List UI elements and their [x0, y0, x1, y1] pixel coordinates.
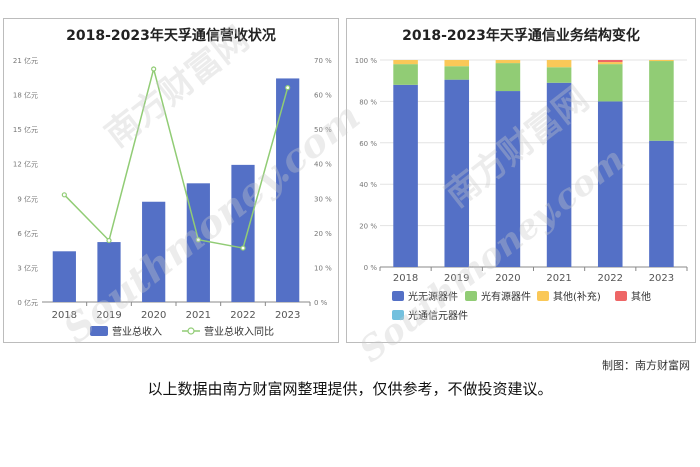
y-tick-label: 21 亿元: [13, 56, 38, 65]
legend-swatch-revenue: [90, 326, 108, 336]
x-tick-label: 2020: [495, 273, 520, 284]
legend-swatch-yoy-dot: [187, 327, 195, 335]
stack-segment-3: [495, 60, 521, 64]
revenue-chart-panel: 2018-2023年天孚通信营收状况 0 亿元 3 亿元 6 亿元 9 亿元 12 亿元…: [3, 18, 339, 343]
left-chart-title: 2018-2023年天孚通信营收状况: [66, 28, 276, 44]
stack-segment-3: [393, 60, 418, 65]
y2-tick-label: 20 %: [314, 230, 332, 238]
y-tick-label: 40 %: [359, 181, 377, 189]
y2-tick-label: 50 %: [314, 126, 332, 134]
x-tick-label: 2021: [186, 310, 211, 321]
y-tick-label: 9 亿元: [17, 194, 38, 203]
x-tick-label: 2019: [96, 310, 121, 321]
x-tick-label: 2022: [230, 310, 255, 321]
stack-segment-3: [597, 62, 623, 65]
x-tick-label: 2023: [649, 273, 674, 284]
revenue-bar: [142, 201, 166, 302]
disclaimer-text: 以上数据由南方财富网整理提供，仅供参考，不做投资建议。: [147, 380, 553, 398]
revenue-chart: 0 亿元 3 亿元 6 亿元 9 亿元 12 亿元 15 亿元 18 亿元 21 亿元 0 % 1…: [13, 56, 332, 338]
y-tick-label: 0 %: [364, 264, 378, 272]
chart-credit: 制图：南方财富网: [602, 359, 690, 372]
legend-label: 光有源器件: [481, 290, 531, 303]
stack-segment-4: [597, 60, 623, 63]
stack-segment-2: [495, 63, 521, 92]
legend-swatch: [537, 291, 549, 301]
y2-tick-label: 30 %: [314, 195, 332, 203]
y2-tick-label: 60 %: [314, 92, 332, 100]
yoy-growth-line: [63, 66, 289, 249]
yoy-growth-point: [61, 192, 67, 198]
legend-label: 光无源器件: [408, 290, 458, 303]
stack-segment-3: [649, 60, 674, 62]
y2-tick-label: 70 %: [314, 57, 332, 65]
stack-segment-1: [444, 79, 470, 267]
x-tick-label: 2020: [141, 310, 166, 321]
yoy-growth-point: [151, 66, 157, 72]
stack-segment-2: [597, 64, 623, 102]
y-tick-label: 80 %: [359, 98, 377, 106]
x-tick-label: 2023: [275, 310, 300, 321]
x-tick-label: 2018: [393, 273, 418, 284]
y2-tick-label: 40 %: [314, 161, 332, 169]
y-tick-label: 18 亿元: [13, 91, 38, 100]
y-tick-label: 3 亿元: [17, 263, 38, 272]
stack-segment-1: [597, 101, 623, 268]
legend-label: 其他: [631, 290, 651, 303]
yoy-growth-point: [195, 237, 201, 243]
yoy-growth-point: [240, 245, 246, 251]
x-tick-label: 2022: [598, 273, 623, 284]
revenue-bar: [231, 164, 255, 302]
stack-segment-1: [393, 84, 418, 267]
stack-segment-3: [444, 60, 470, 67]
y-tick-label: 12 亿元: [13, 160, 38, 169]
x-tick-label: 2018: [52, 310, 77, 321]
y2-tick-label: 0 %: [314, 299, 328, 307]
revenue-bar: [52, 251, 76, 302]
legend-swatch: [392, 291, 404, 301]
legend-swatch: [392, 310, 404, 320]
legend-label-yoy: 营业总收入同比: [204, 325, 274, 338]
stack-segment-2: [393, 64, 418, 85]
yoy-growth-point: [285, 85, 291, 91]
structure-chart-panel: 2018-2023年天孚通信业务结构变化 0 % 20 % 40 % 60 % 80 %…: [346, 18, 696, 343]
y-tick-label: 0 亿元: [17, 298, 38, 307]
stack-segment-1: [546, 82, 572, 267]
revenue-bar: [186, 183, 210, 302]
y-tick-label: 100 %: [355, 57, 378, 65]
x-tick-label: 2021: [546, 273, 571, 284]
stack-segment-1: [649, 140, 674, 267]
structure-chart: 0 % 20 % 40 % 60 % 80 % 100 % 2018 2019 2020 2021…: [355, 57, 688, 322]
stack-segment-3: [546, 60, 572, 68]
legend-label: 光通信元器件: [408, 309, 468, 322]
revenue-bar: [276, 78, 300, 302]
legend-swatch: [615, 291, 627, 301]
yoy-growth-point: [106, 237, 112, 244]
stack-segment-2: [649, 61, 674, 141]
revenue-bar: [97, 242, 121, 302]
stack-segment-2: [546, 67, 572, 83]
x-tick-label: 2019: [444, 273, 469, 284]
legend-swatch: [465, 291, 477, 301]
right-chart-title: 2018-2023年天孚通信业务结构变化: [402, 28, 640, 44]
y2-tick-label: 10 %: [314, 264, 332, 272]
legend-label: 其他(补充): [553, 290, 601, 303]
y-tick-label: 60 %: [359, 140, 377, 148]
y-tick-label: 15 亿元: [13, 125, 38, 134]
y-tick-label: 6 亿元: [17, 229, 38, 238]
stack-segment-2: [444, 66, 470, 80]
y-tick-label: 20 %: [359, 223, 377, 231]
stack-segment-1: [495, 91, 521, 267]
legend-label-revenue: 营业总收入: [112, 325, 162, 338]
